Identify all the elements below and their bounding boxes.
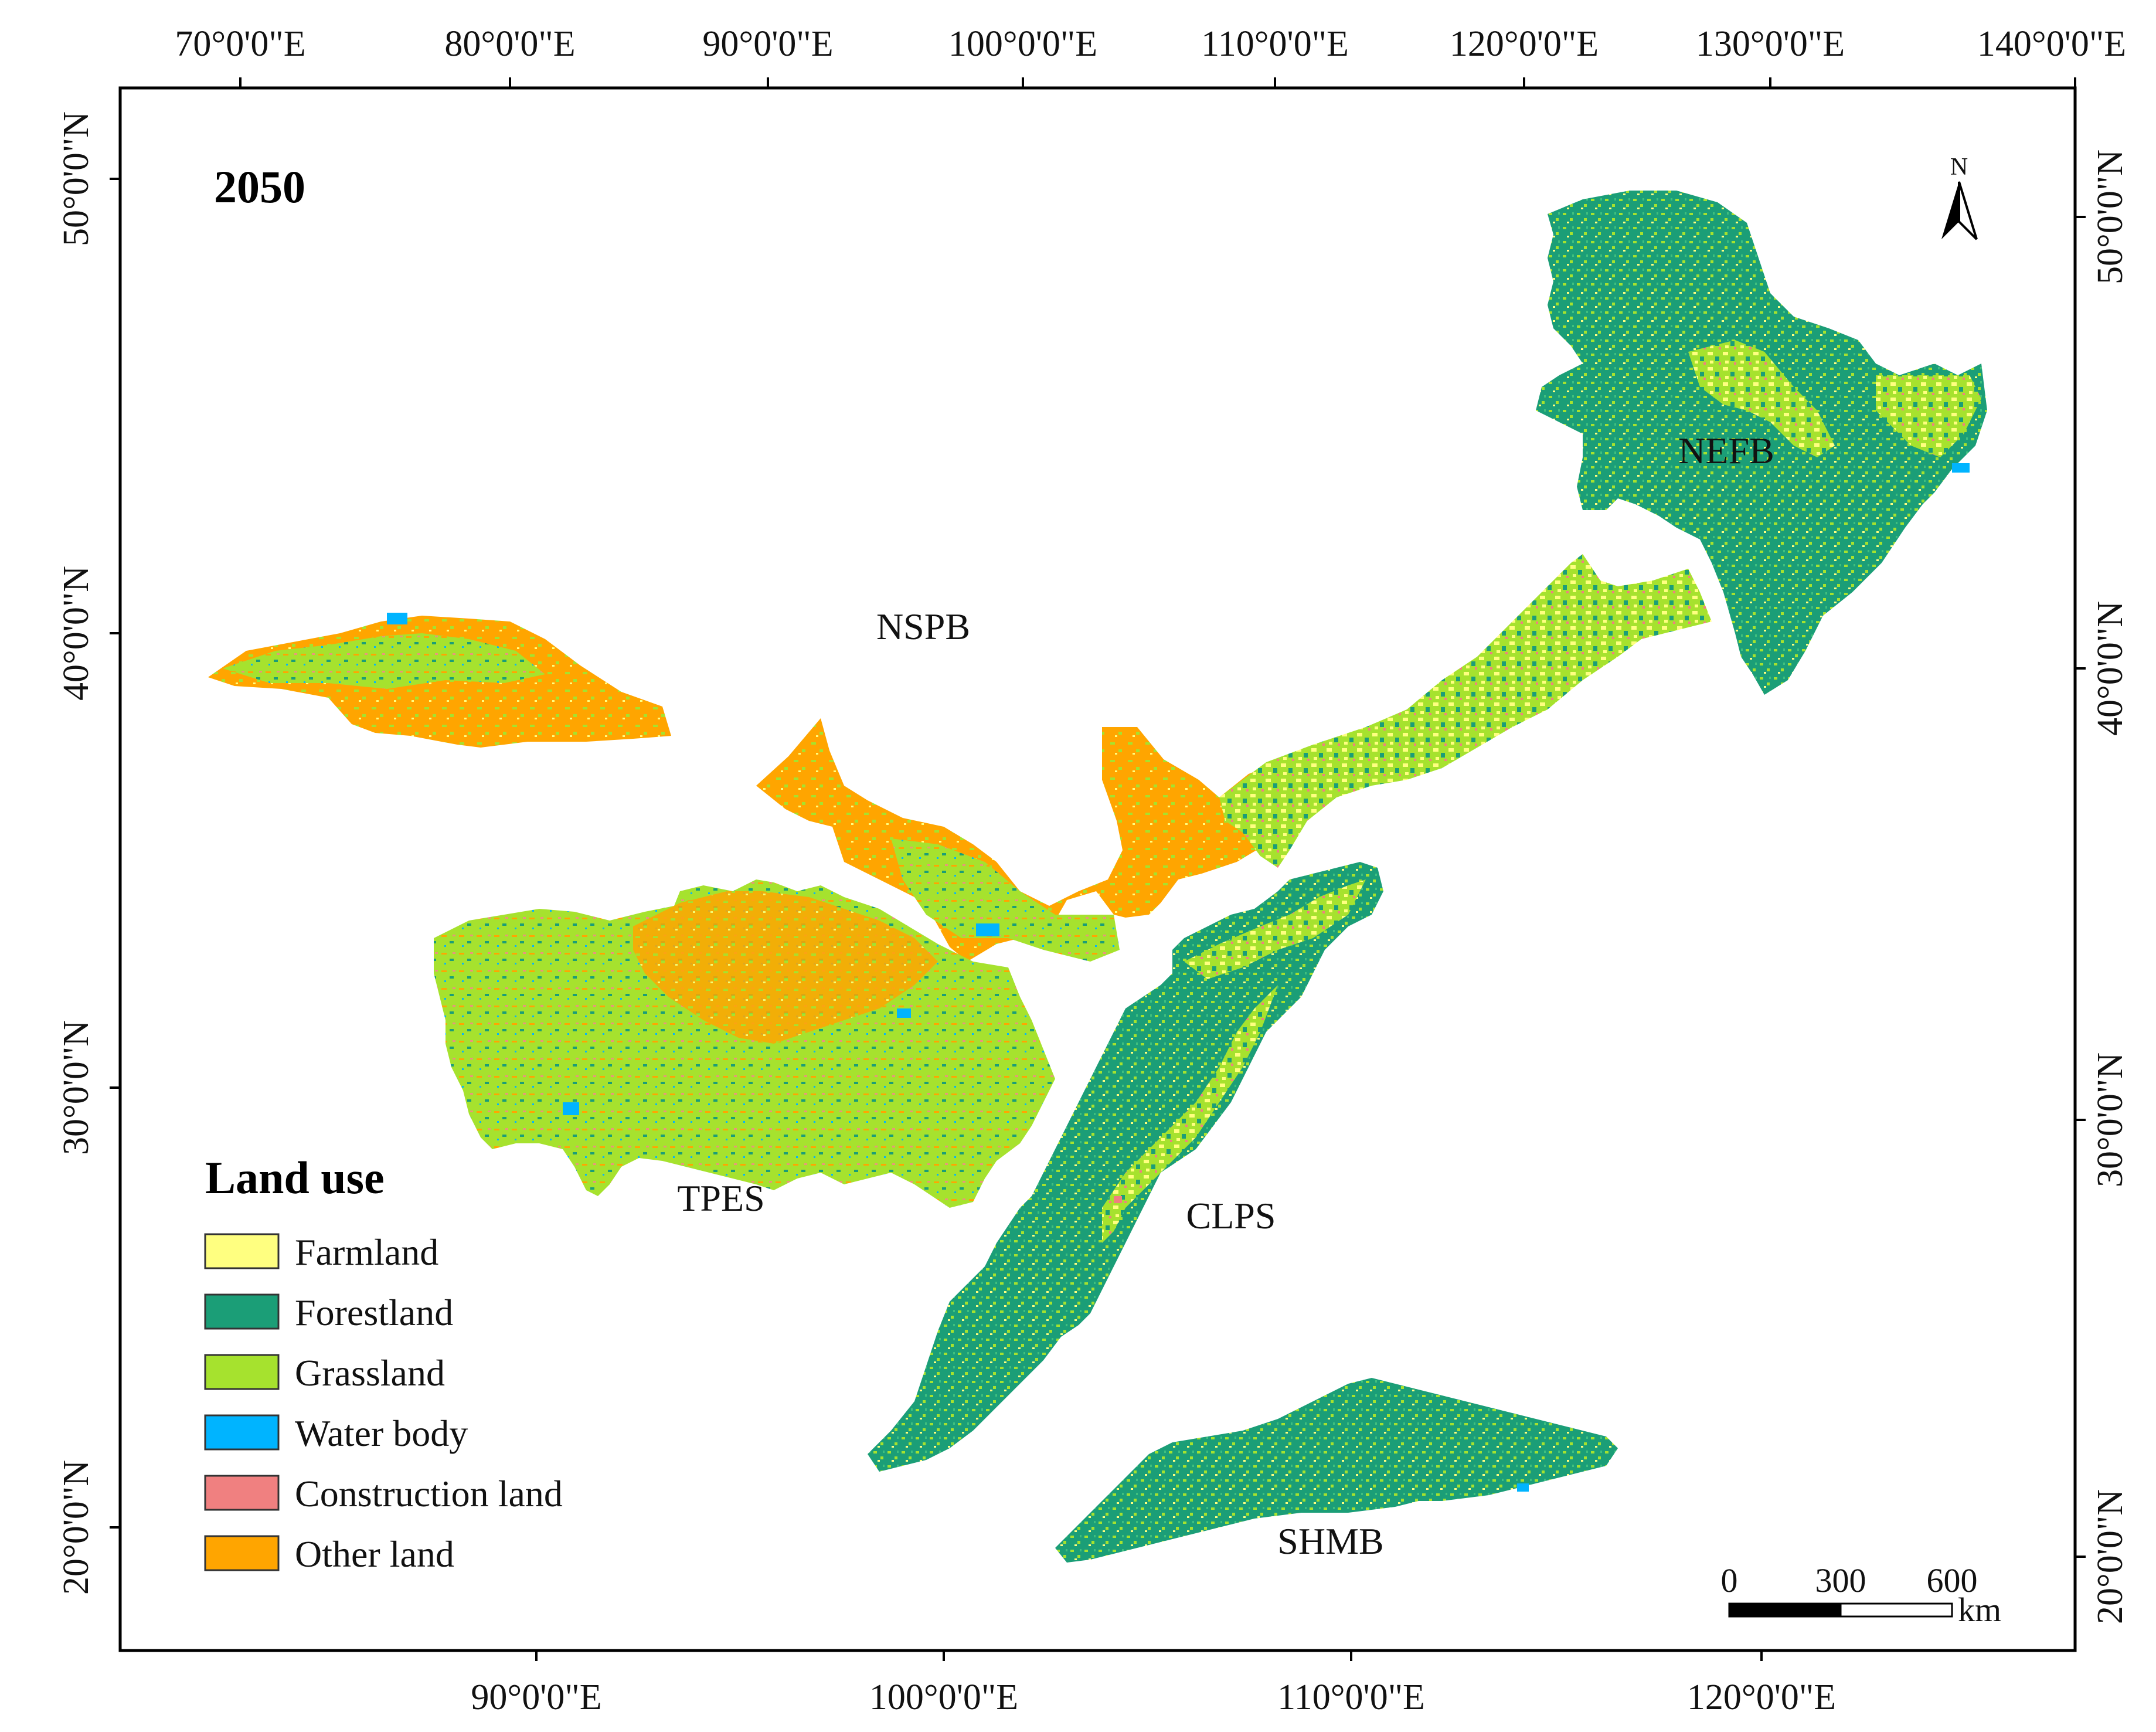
right-lat-label-30: 30°0'0"N: [2090, 1052, 2130, 1187]
scale-bar: 0 300 600 km: [1721, 1561, 2002, 1629]
right-lat-label-40: 40°0'0"N: [2090, 601, 2130, 736]
left-lat-label-20: 20°0'0"N: [56, 1460, 96, 1595]
top-lon-label-120: 120°0'0"E: [1450, 24, 1599, 64]
top-lon-label-130: 130°0'0"E: [1696, 24, 1845, 64]
legend-label-construction-land: Construction land: [295, 1473, 563, 1514]
year-label: 2050: [214, 161, 305, 212]
bottom-lon-label-90: 90°0'0"E: [471, 1677, 601, 1717]
legend-label-farmland: Farmland: [295, 1231, 438, 1273]
region-north-strip-patch: [1219, 554, 1712, 868]
bottom-lon-label-100: 100°0'0"E: [869, 1677, 1018, 1717]
left-lat-label-50: 50°0'0"N: [56, 111, 96, 246]
legend-swatch-water-body: [204, 1414, 280, 1451]
top-lon-label-110: 110°0'0"E: [1201, 24, 1349, 64]
left-lat-label-40: 40°0'0"N: [56, 566, 96, 701]
legend-label-grassland: Grassland: [295, 1352, 445, 1394]
region-tpes-patch: [434, 879, 1055, 1208]
legend-label-forestland: Forestland: [295, 1292, 453, 1333]
legend-swatch-other-land: [204, 1535, 280, 1571]
top-lon-label-90: 90°0'0"E: [702, 24, 833, 64]
bottom-longitude-ticks: [535, 1651, 1763, 1661]
top-lon-label-80: 80°0'0"E: [444, 24, 575, 64]
scale-bar-black-segment: [1728, 1602, 1842, 1618]
right-latitude-ticks: [2075, 216, 2086, 1558]
region-label-clps: CLPS: [1186, 1195, 1276, 1237]
scale-tick-600: 600: [1927, 1561, 1978, 1599]
right-lat-label-50: 50°0'0"N: [2090, 150, 2130, 284]
left-lat-label-30: 30°0'0"N: [56, 1020, 96, 1155]
legend-label-water-body: Water body: [295, 1412, 468, 1454]
north-arrow-label: N: [1950, 154, 1968, 181]
map-frame: [118, 86, 2077, 1652]
top-lon-label-100: 100°0'0"E: [948, 24, 1097, 64]
legend-title: Land use: [205, 1152, 385, 1203]
region-clps-patch: [868, 862, 1383, 1472]
legend-swatch-grassland: [204, 1354, 280, 1390]
region-nw-patch: [208, 613, 671, 748]
region-label-nefb: NEFB: [1678, 430, 1774, 471]
bottom-lon-label-120: 120°0'0"E: [1687, 1677, 1836, 1717]
legend-swatch-construction-land: [204, 1475, 280, 1511]
region-nspb-patch: [756, 718, 1278, 962]
top-longitude-ticks: [239, 77, 2076, 88]
region-label-shmb: SHMB: [1277, 1520, 1383, 1562]
bottom-lon-label-110: 110°0'0"E: [1277, 1677, 1425, 1717]
region-nefb-patch: [1536, 191, 1987, 695]
legend-label-other-land: Other land: [295, 1533, 454, 1575]
legend-swatch-forestland: [204, 1293, 280, 1330]
region-label-tpes: TPES: [677, 1177, 764, 1219]
scale-tick-300: 300: [1815, 1561, 1866, 1599]
region-shmb-patch: [1055, 1378, 1618, 1563]
top-lon-label-70: 70°0'0"E: [175, 24, 305, 64]
north-arrow-icon: N: [1941, 154, 1978, 240]
region-label-nspb: NSPB: [876, 606, 970, 647]
scale-unit: km: [1958, 1591, 2001, 1629]
left-latitude-ticks: [110, 178, 120, 1529]
scale-tick-0: 0: [1721, 1561, 1738, 1599]
legend-swatch-farmland: [204, 1233, 280, 1269]
top-lon-label-140: 140°0'0"E: [1977, 24, 2126, 64]
legend: Land use Farmland Forestland Grassland W…: [204, 1152, 563, 1575]
scale-bar-white-segment: [1839, 1602, 1953, 1618]
right-lat-label-20: 20°0'0"N: [2090, 1489, 2130, 1624]
